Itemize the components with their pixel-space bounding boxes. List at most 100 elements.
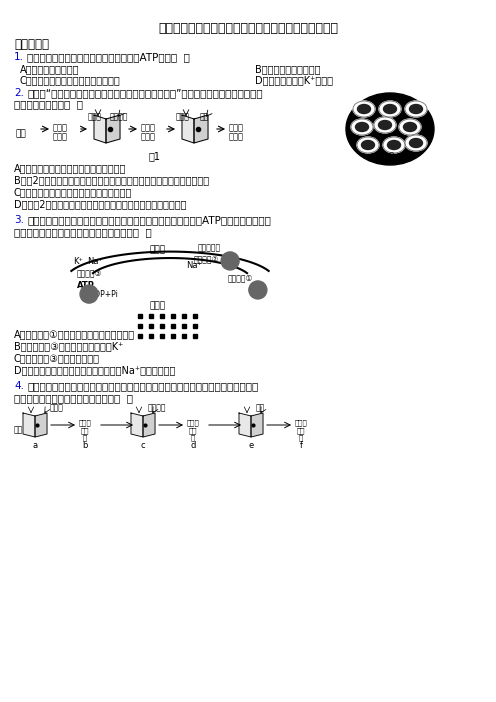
Text: C．吸水纸的作用是吸除滴管滴出的多余液体: C．吸水纸的作用是吸除滴管滴出的多余液体 xyxy=(14,187,132,197)
Text: B．分泌蛋白的分泌过程: B．分泌蛋白的分泌过程 xyxy=(255,64,320,74)
Text: 察: 察 xyxy=(83,434,87,441)
Text: 蕊糖溶液: 蕊糖溶液 xyxy=(148,403,167,412)
Text: 下列物质合成或运输的过程中不需要消耗ATP的是（  ）: 下列物质合成或运输的过程中不需要消耗ATP的是（ ） xyxy=(27,52,190,62)
Text: 低倍镜: 低倍镜 xyxy=(79,419,91,425)
Text: f: f xyxy=(300,441,303,450)
Text: 蕊糖溶液: 蕊糖溶液 xyxy=(110,112,128,121)
Text: Na⁺: Na⁺ xyxy=(87,257,103,266)
Text: 下观察: 下观察 xyxy=(141,132,156,141)
Ellipse shape xyxy=(378,121,391,129)
Ellipse shape xyxy=(362,140,374,150)
Text: 膜两侧离子的浓度梯度，相关叙述错误的是（  ）: 膜两侧离子的浓度梯度，相关叙述错误的是（ ） xyxy=(14,227,152,237)
Polygon shape xyxy=(35,413,47,437)
Ellipse shape xyxy=(405,135,427,151)
Text: C．人成熟的红细胞吸收葡萄糖的过程: C．人成熟的红细胞吸收葡萄糖的过程 xyxy=(20,75,121,85)
Polygon shape xyxy=(131,413,143,437)
Ellipse shape xyxy=(387,140,400,150)
Text: B．第2次观察时中央大液泡把细胞质和细胞核都挤到四周，紧贴着细胞壁: B．第2次观察时中央大液泡把细胞质和细胞核都挤到四周，紧贴着细胞壁 xyxy=(14,175,209,185)
Ellipse shape xyxy=(383,105,396,114)
Text: B．载体蛋白③的作用是使细胞排出K⁺: B．载体蛋白③的作用是使细胞排出K⁺ xyxy=(14,341,124,351)
Ellipse shape xyxy=(410,105,423,114)
Ellipse shape xyxy=(351,119,373,135)
Polygon shape xyxy=(239,413,251,437)
Text: 清水: 清水 xyxy=(200,112,209,121)
Text: 一、选择题: 一、选择题 xyxy=(14,38,49,51)
Polygon shape xyxy=(23,413,35,437)
Text: A．本活动应选择洋葱内表皮作为实验材料: A．本活动应选择洋葱内表皮作为实验材料 xyxy=(14,163,126,173)
Polygon shape xyxy=(194,115,208,143)
Text: 察: 察 xyxy=(191,434,195,441)
Ellipse shape xyxy=(383,137,405,153)
Polygon shape xyxy=(251,413,263,437)
Ellipse shape xyxy=(346,93,434,165)
Polygon shape xyxy=(106,115,120,143)
Polygon shape xyxy=(182,115,194,143)
Text: C．载体蛋白③具有运输的作用: C．载体蛋白③具有运输的作用 xyxy=(14,353,100,363)
Text: c: c xyxy=(141,441,145,450)
Text: Na⁺: Na⁺ xyxy=(186,261,202,270)
Text: 下图为物质进出细胞的示意图，其中主动运输所需的能量可来自ATP的水解，也可来自: 下图为物质进出细胞的示意图，其中主动运输所需的能量可来自ATP的水解，也可来自 xyxy=(27,215,271,225)
Text: D．溶质分子甲进入细胞可能与细胞内外Na⁺的流度差有关: D．溶质分子甲进入细胞可能与细胞内外Na⁺的流度差有关 xyxy=(14,365,176,375)
Text: 低倍镜: 低倍镜 xyxy=(186,419,199,425)
Text: 3.: 3. xyxy=(14,215,24,225)
Ellipse shape xyxy=(410,138,423,147)
Text: D．根毛细胞吸收K⁺的过程: D．根毛细胞吸收K⁺的过程 xyxy=(255,75,333,85)
Text: D．若图2细胞中紫色开始变浅，则该细胞正在发生质壁分离复原: D．若图2细胞中紫色开始变浅，则该细胞正在发生质壁分离复原 xyxy=(14,199,186,209)
Text: 低倍镜: 低倍镜 xyxy=(295,419,308,425)
Text: 1.: 1. xyxy=(14,52,24,62)
Text: 下观察: 下观察 xyxy=(229,132,244,141)
Text: 低倍镜: 低倍镜 xyxy=(229,123,244,132)
Ellipse shape xyxy=(356,123,369,131)
Text: a: a xyxy=(32,441,38,450)
Text: 下图为“观察洋葱表皮细胞的质壁分离及质壁分离复原”实验过程和细胞观察示意图，: 下图为“观察洋葱表皮细胞的质壁分离及质壁分离复原”实验过程和细胞观察示意图， xyxy=(27,88,262,98)
Ellipse shape xyxy=(379,101,401,117)
Text: 4.: 4. xyxy=(14,381,24,391)
Text: 下观: 下观 xyxy=(189,427,197,434)
Text: 载体蛋白②: 载体蛋白② xyxy=(194,255,219,264)
Text: 下列叙述正确的是（  ）: 下列叙述正确的是（ ） xyxy=(14,99,83,109)
Text: 黑龙江省伊春市第二中学高中生物必修一测试题及答案: 黑龙江省伊春市第二中学高中生物必修一测试题及答案 xyxy=(158,22,338,35)
Polygon shape xyxy=(94,115,106,143)
Ellipse shape xyxy=(353,101,375,117)
Text: b: b xyxy=(82,441,88,450)
Text: 吸水纸: 吸水纸 xyxy=(88,112,102,121)
Text: 溶质分子甲: 溶质分子甲 xyxy=(198,243,221,252)
Text: 下观: 下观 xyxy=(81,427,89,434)
Text: 下观察: 下观察 xyxy=(53,132,68,141)
Ellipse shape xyxy=(358,105,371,114)
Ellipse shape xyxy=(405,101,427,117)
Text: 低倍镜: 低倍镜 xyxy=(141,123,156,132)
Text: K⁺: K⁺ xyxy=(73,257,83,266)
Text: 如图表示某同学利用紫色洋葱叶片作为实验材料，观察植物细胞质壁分离与复原的基: 如图表示某同学利用紫色洋葱叶片作为实验材料，观察植物细胞质壁分离与复原的基 xyxy=(27,381,258,391)
Text: 2.: 2. xyxy=(14,88,24,98)
Ellipse shape xyxy=(404,123,417,131)
Text: 清水: 清水 xyxy=(256,403,265,412)
Text: 吸水纸: 吸水纸 xyxy=(176,112,190,121)
Text: ADP+Pi: ADP+Pi xyxy=(90,290,119,299)
Text: A．载体蛋白①参与的运输方式属于协助扩散: A．载体蛋白①参与的运输方式属于协助扩散 xyxy=(14,329,135,339)
Text: 下观: 下观 xyxy=(297,427,305,434)
Polygon shape xyxy=(143,413,155,437)
Circle shape xyxy=(249,281,267,299)
Text: d: d xyxy=(190,441,196,450)
Text: 载体蛋白③: 载体蛋白③ xyxy=(77,268,102,277)
Circle shape xyxy=(80,285,98,303)
Circle shape xyxy=(221,252,239,270)
Text: 制片: 制片 xyxy=(14,425,23,434)
Text: e: e xyxy=(248,441,253,450)
Text: 图1: 图1 xyxy=(149,151,161,161)
Ellipse shape xyxy=(399,119,421,135)
Text: 制片: 制片 xyxy=(16,129,27,138)
Text: 载体蛋白①: 载体蛋白① xyxy=(228,273,253,282)
Text: 细胞外: 细胞外 xyxy=(150,245,166,254)
Text: 吸水纸: 吸水纸 xyxy=(50,403,64,412)
Text: 察: 察 xyxy=(299,434,303,441)
Text: ATP: ATP xyxy=(77,281,95,290)
Ellipse shape xyxy=(374,117,396,133)
Ellipse shape xyxy=(357,137,379,153)
Text: 低倍镜: 低倍镜 xyxy=(53,123,68,132)
Text: 本操作步骤，下列相关叙述正确的是（  ）: 本操作步骤，下列相关叙述正确的是（ ） xyxy=(14,393,133,403)
Text: 细胞内: 细胞内 xyxy=(150,301,166,310)
Text: A．胰岛素的合成过程: A．胰岛素的合成过程 xyxy=(20,64,79,74)
Text: 图2: 图2 xyxy=(384,151,396,161)
